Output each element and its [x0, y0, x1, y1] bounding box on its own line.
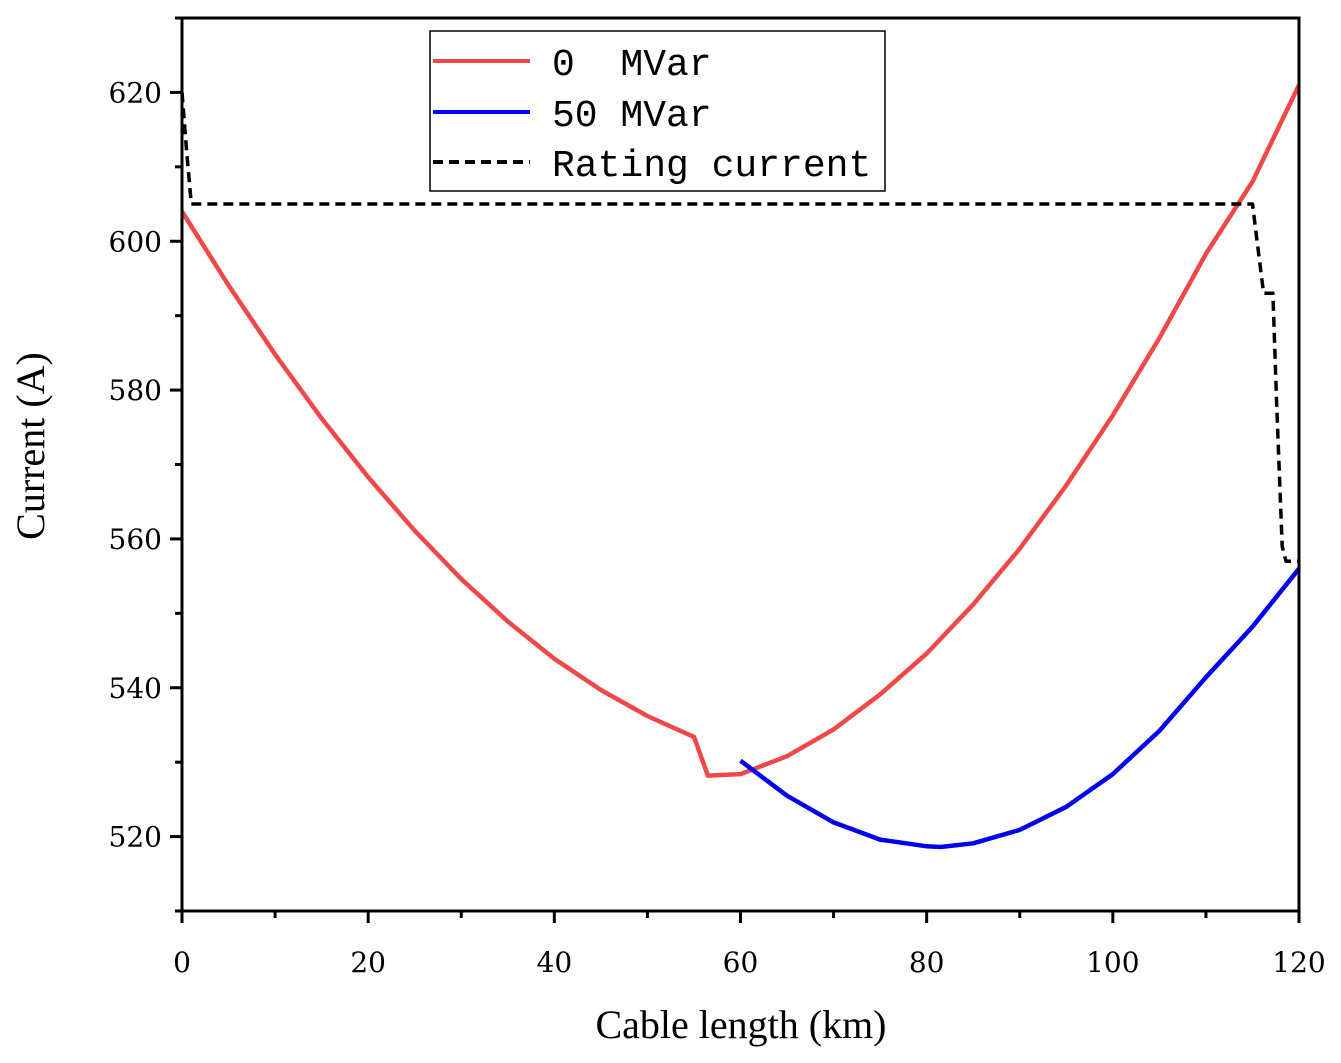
- legend: 0 MVar 50 MVar Rating current: [429, 30, 886, 192]
- x-tick-label-20: 20: [350, 946, 386, 979]
- y-tick-label-580: 580: [109, 374, 162, 407]
- y-tick-label-600: 600: [109, 225, 162, 258]
- legend-label-0-mvar: 0 MVar: [552, 44, 712, 87]
- x-tick-label-60: 60: [723, 946, 759, 979]
- y-tick-label-520: 520: [109, 821, 162, 854]
- x-tick-label-120: 120: [1272, 946, 1325, 979]
- series-layer: [180, 84, 1302, 850]
- y-tick-label-540: 540: [109, 672, 162, 705]
- legend-label-rating-current: Rating current: [552, 145, 871, 188]
- series-line-0-mvar: [180, 84, 1302, 778]
- series-line-50-mvar: [739, 567, 1301, 850]
- legend-label-50-mvar: 50 MVar: [552, 95, 712, 138]
- x-tick-label-100: 100: [1086, 946, 1139, 979]
- x-axis-title: Cable length (km): [595, 1002, 886, 1047]
- x-tick-label-80: 80: [909, 946, 945, 979]
- y-tick-label-560: 560: [109, 523, 162, 556]
- y-axis-title: Current (A): [8, 352, 53, 540]
- x-tick-label-40: 40: [537, 946, 573, 979]
- y-tick-label-620: 620: [109, 76, 162, 109]
- tick-layer: 0 20 40 60 80 100 120 520 540 560 580 600 620: [109, 16, 1326, 979]
- x-tick-label-0: 0: [173, 946, 191, 979]
